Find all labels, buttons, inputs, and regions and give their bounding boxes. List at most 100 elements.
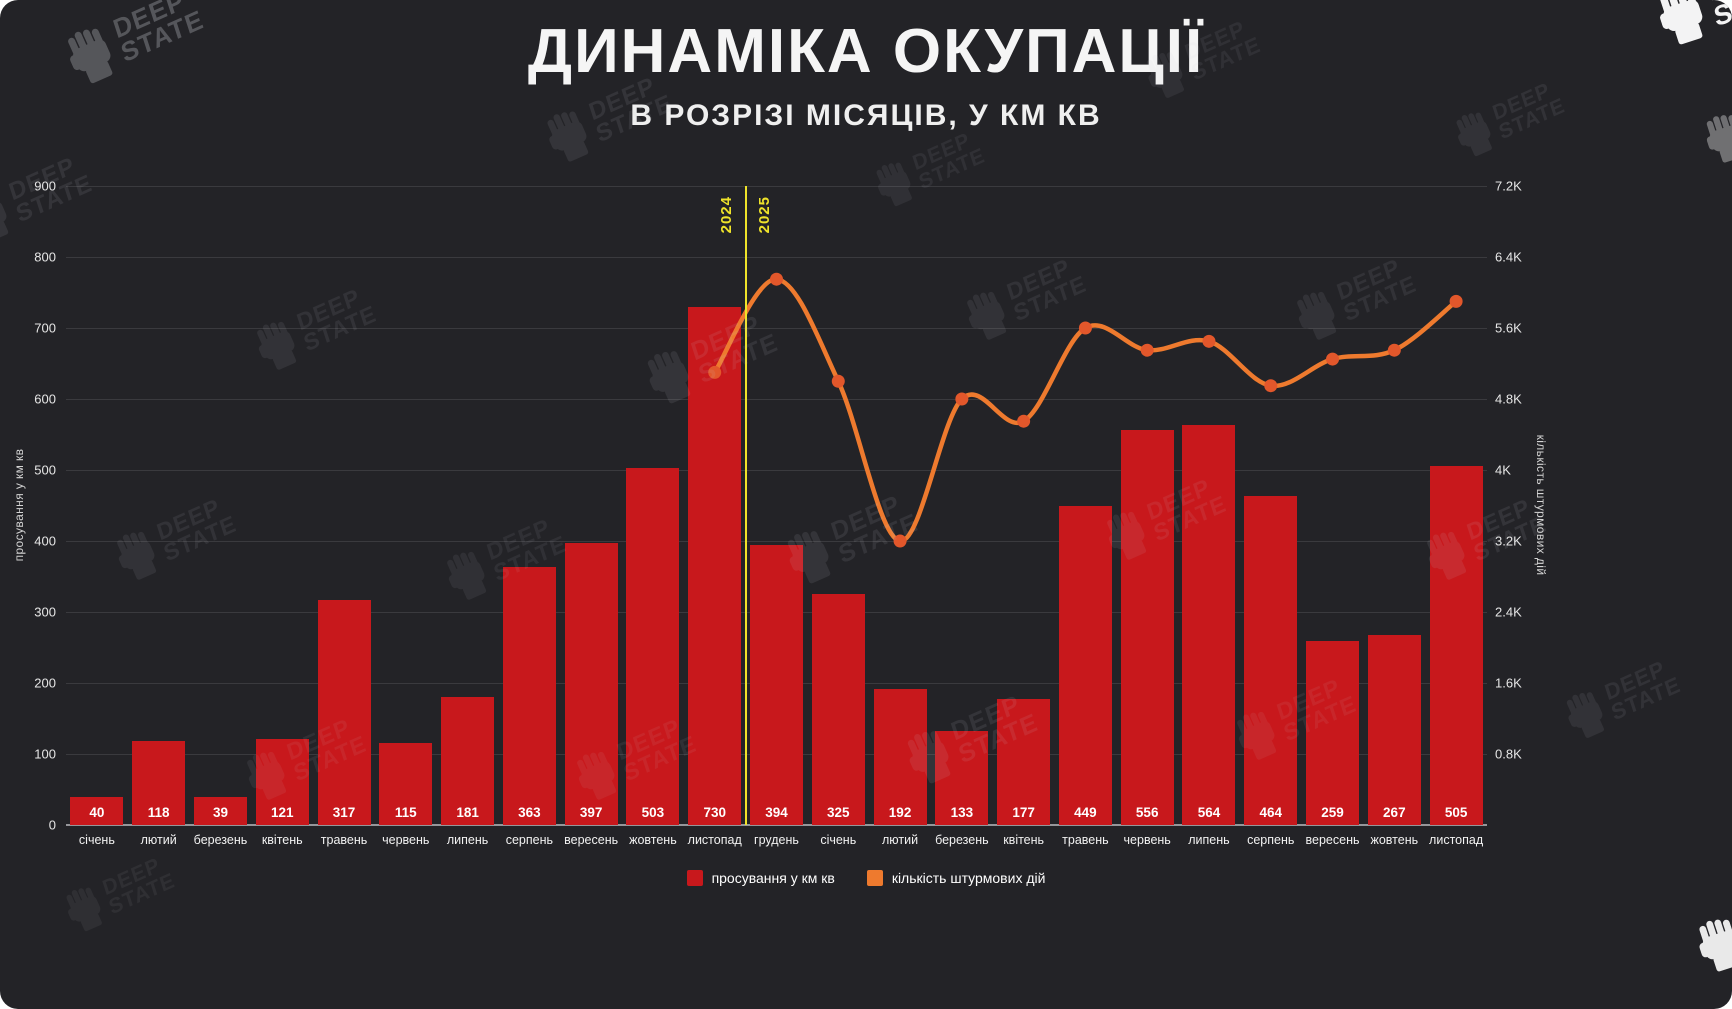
bar-лютий [132, 741, 186, 825]
gridline [66, 257, 1487, 258]
bar-січень [70, 796, 124, 825]
bar-value-label: 464 [1259, 805, 1283, 820]
bar-value-label: 730 [703, 805, 726, 820]
left-axis-tick: 800 [34, 249, 56, 265]
right-axis-ticks: 0.8K 1.6K 2.4K 3.2K 4K 4.8K 5.6K 6.4K 7.2K [1495, 179, 1547, 825]
x-axis-category: травень [320, 833, 368, 847]
x-axis-category: лютий [882, 833, 919, 847]
chart-legend: просування у км кв кількість штурмових ді… [0, 870, 1732, 886]
deepstate-fist-icon [1699, 919, 1732, 972]
x-axis-category: жовтень [629, 833, 677, 847]
legend-swatch [866, 870, 883, 886]
chart-plot-area: 40 118 39 121 317 115 181 363 397 503 730 394 325 192… [66, 186, 1487, 826]
legend-swatch [686, 870, 703, 886]
bar-value-label: 259 [1321, 805, 1344, 820]
x-axis-category: квітень [1003, 833, 1045, 847]
left-axis-tick: 400 [34, 533, 56, 549]
bar-листопад [1429, 466, 1483, 825]
x-axis-category: грудень [754, 833, 799, 847]
right-axis-tick: 1.6K [1495, 675, 1522, 691]
x-axis-labels: січень лютий березень квітень травень червень… [66, 833, 1487, 855]
bar-value-label: 192 [888, 805, 912, 820]
left-axis-title: просування у км кв [12, 448, 26, 562]
right-axis-tick: 3.2K [1495, 533, 1522, 549]
bar-value-label: 449 [1074, 805, 1097, 820]
line-marker [1449, 294, 1463, 308]
bar-липень [1182, 424, 1236, 825]
year-divider-line [744, 186, 747, 825]
right-axis-tick: 2.4K [1495, 604, 1522, 620]
x-axis-category: квітень [261, 833, 303, 847]
x-axis-category: листопад [1429, 833, 1484, 847]
left-axis-tick: 200 [34, 675, 56, 691]
bar-травень [317, 599, 371, 825]
deepstate-fist-icon [1566, 692, 1605, 738]
line-marker [1264, 379, 1278, 393]
bar-серпень [1244, 495, 1298, 825]
bar-червень [1120, 430, 1174, 825]
right-axis-tick: 7.2K [1495, 178, 1522, 194]
left-axis-tick: 100 [34, 746, 56, 762]
left-axis-tick: 900 [34, 178, 56, 194]
gridline [66, 399, 1487, 400]
bar-value-label: 394 [765, 805, 788, 820]
line-marker [1326, 352, 1340, 366]
bar-value-label: 177 [1012, 805, 1035, 820]
left-axis-tick: 700 [34, 320, 56, 336]
right-axis-tick: 6.4K [1495, 249, 1522, 265]
bar-квітень [997, 699, 1051, 825]
bar-березень [935, 730, 989, 825]
line-marker [1017, 414, 1031, 428]
bar-вересень [564, 543, 618, 825]
legend-label: просування у км кв [711, 870, 835, 886]
bar-липень [441, 696, 495, 825]
bar-value-label: 39 [212, 805, 228, 820]
header: ДИНАМІКА ОКУПАЦІЇ В РОЗРІЗІ МІСЯЦІВ, У К… [0, 0, 1732, 133]
x-axis-category: червень [382, 833, 430, 847]
bar-value-label: 115 [394, 805, 417, 820]
bar-value-label: 121 [270, 805, 294, 820]
gridline [66, 328, 1487, 329]
x-axis-category: вересень [564, 833, 619, 847]
right-axis-tick: 0.8K [1495, 746, 1522, 762]
x-axis-line [66, 824, 1487, 826]
bar-value-label: 503 [641, 805, 665, 820]
left-axis-tick: 600 [34, 391, 56, 407]
bar-value-label: 133 [950, 805, 974, 820]
right-axis-tick: 5.6K [1495, 320, 1522, 336]
bar-value-label: 325 [827, 805, 850, 820]
x-axis-category: січень [78, 833, 115, 847]
bar-лютий [873, 688, 927, 825]
line-marker [770, 272, 783, 286]
bar-value-label: 118 [147, 805, 170, 820]
line-marker [1140, 343, 1154, 357]
x-axis-category: серпень [505, 833, 553, 847]
x-axis-category: лютий [140, 833, 177, 847]
line-marker [831, 374, 845, 388]
x-axis-category: липень [1188, 833, 1230, 847]
line-path [712, 276, 1459, 544]
x-axis-category: березень [935, 833, 989, 847]
line-marker [1387, 343, 1401, 357]
x-axis-category: січень [820, 833, 857, 847]
bar-червень [379, 743, 433, 825]
bar-value-label: 363 [518, 805, 541, 820]
bar-value-label: 181 [456, 805, 479, 820]
left-axis-ticks: 0 100 200 300 400 500 600 700 800 900 [0, 179, 56, 833]
bar-value-label: 40 [89, 805, 105, 820]
gridline [66, 470, 1487, 471]
x-axis-category: березень [193, 833, 248, 847]
x-axis-category: серпень [1247, 833, 1295, 847]
x-axis-category: липень [446, 833, 489, 847]
bar-березень [193, 797, 247, 825]
legend-label: кількість штурмових дій [891, 870, 1046, 886]
right-axis-tick: 4K [1495, 462, 1511, 478]
legend-item: кількість штурмових дій [866, 870, 1046, 886]
bar-value-label: 564 [1197, 805, 1221, 820]
bar-серпень [502, 567, 556, 825]
